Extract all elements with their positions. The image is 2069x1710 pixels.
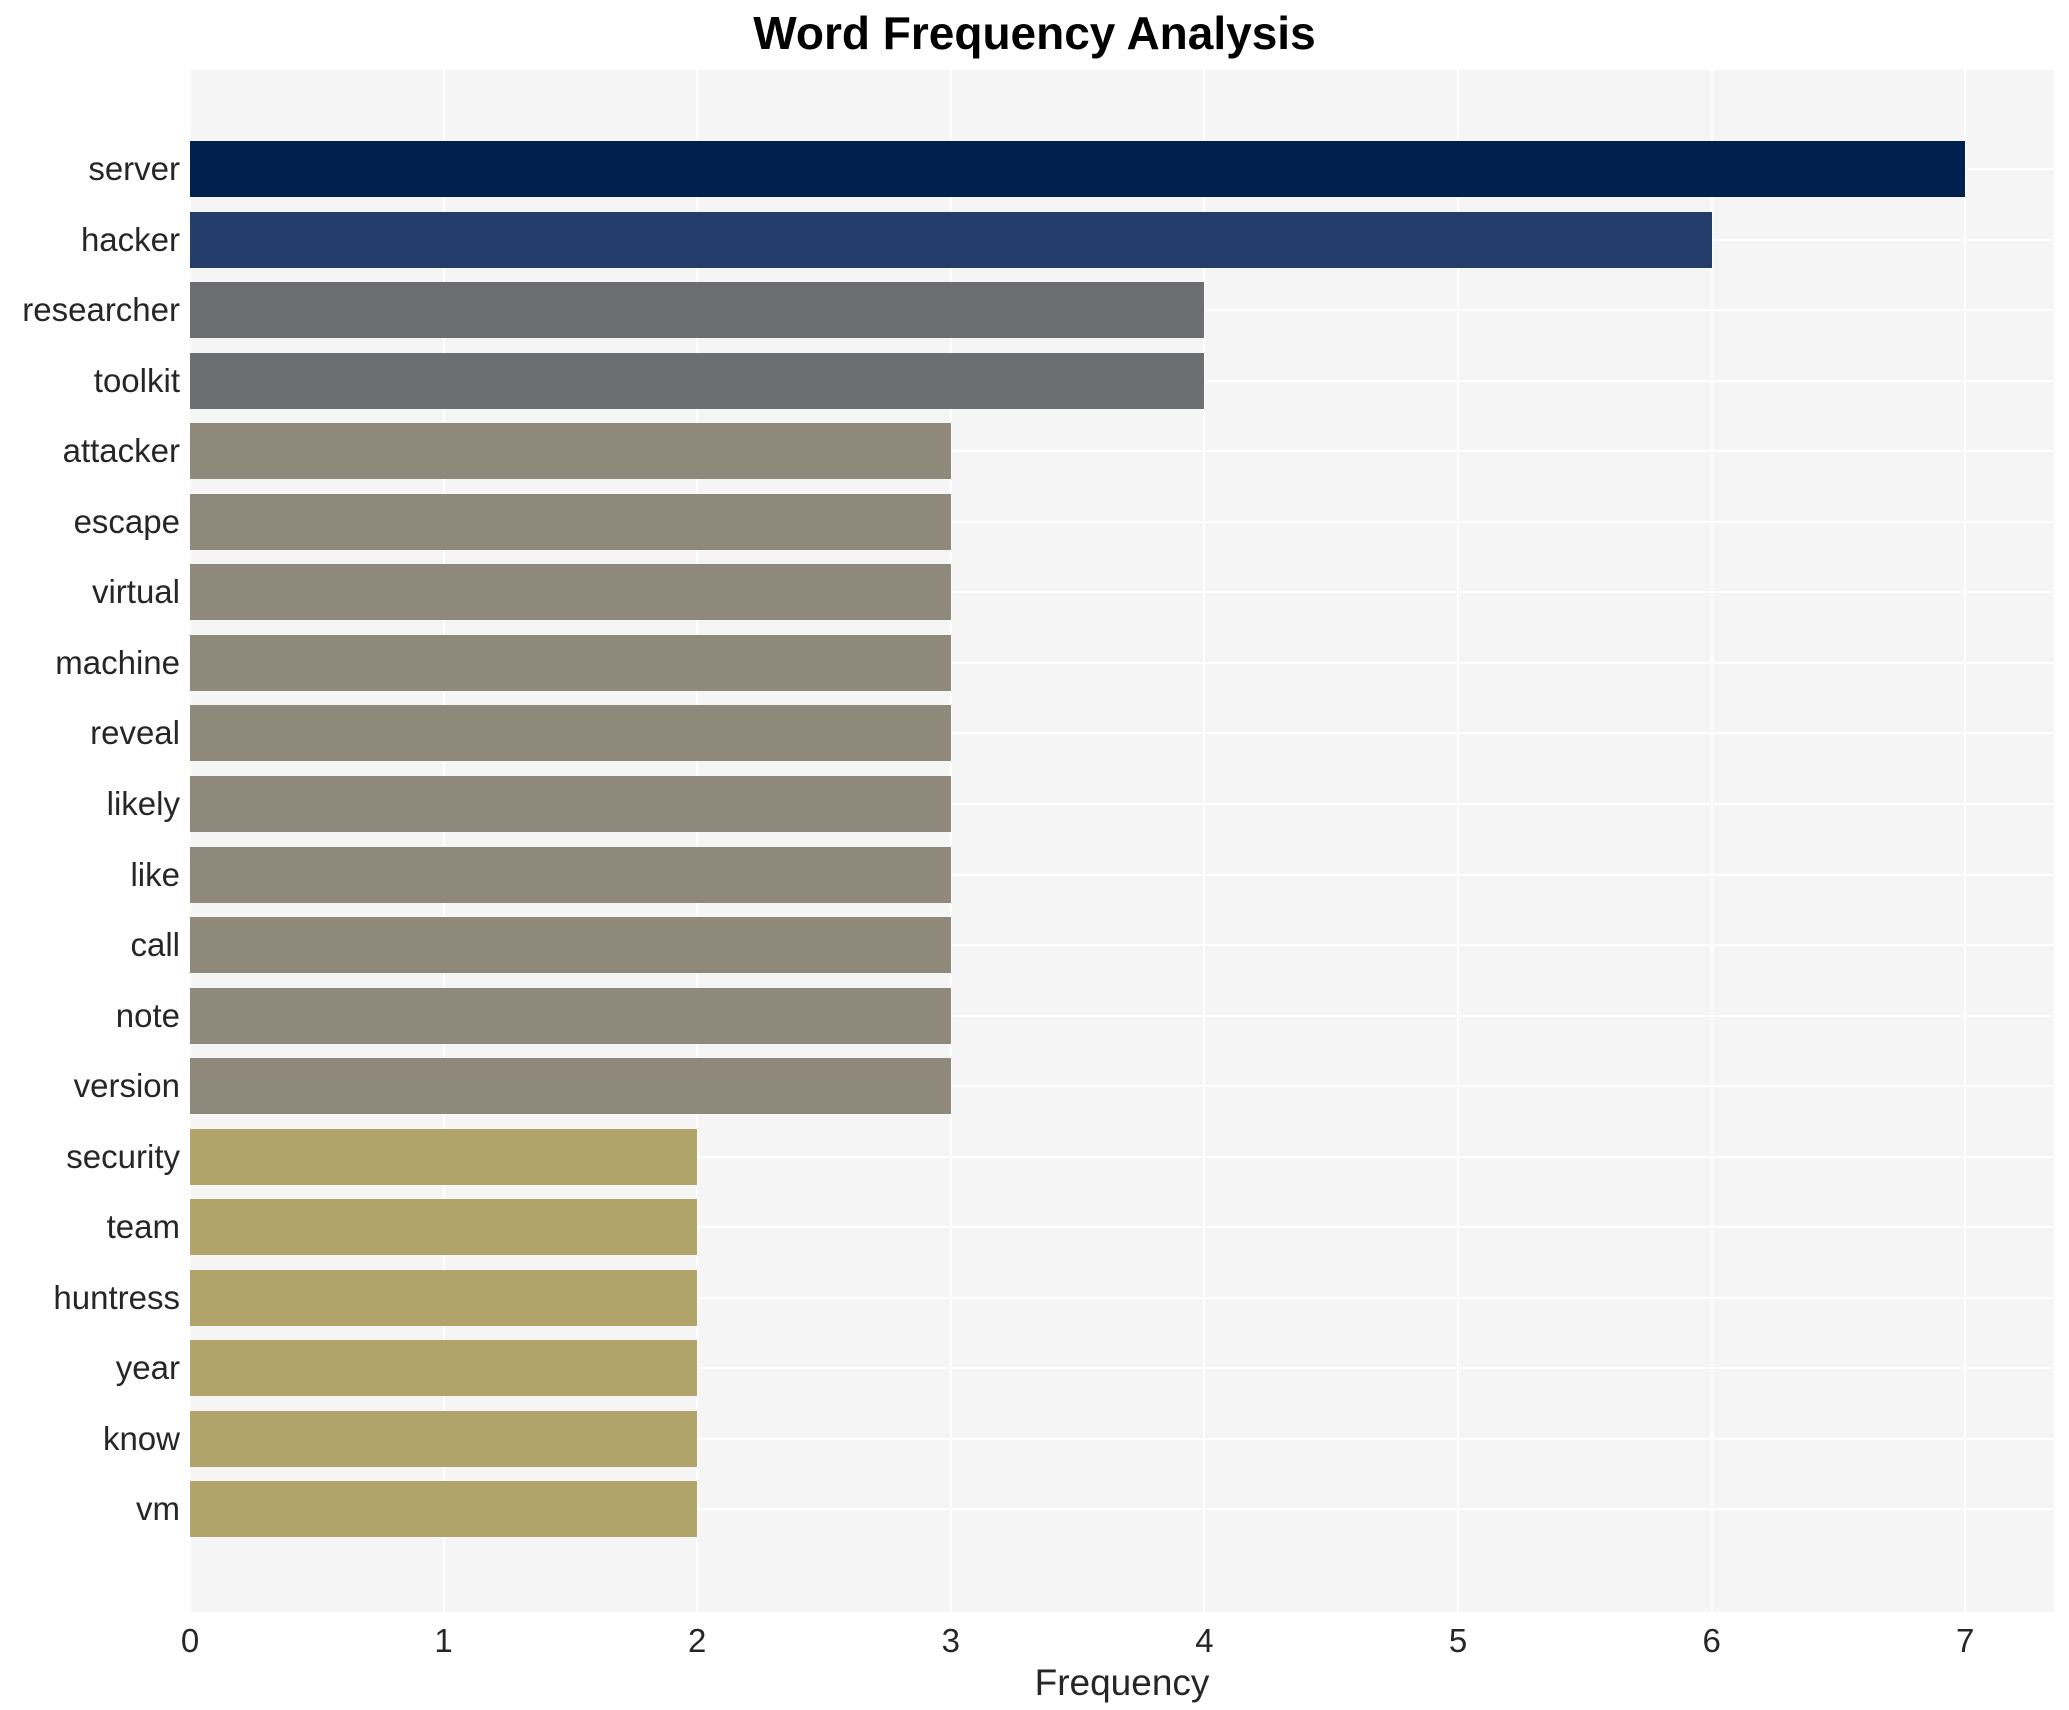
bar-security	[190, 1128, 698, 1185]
bar-reveal	[190, 705, 951, 762]
gridline-horizontal	[190, 944, 2054, 947]
y-tick-label: security	[66, 1137, 180, 1175]
y-tick-label: researcher	[22, 291, 180, 329]
bar-machine	[190, 634, 951, 691]
bar-vm	[190, 1481, 698, 1538]
bar-note	[190, 987, 951, 1044]
y-tick-label: team	[106, 1208, 180, 1246]
bar-team	[190, 1199, 698, 1256]
x-tick-label: 5	[1448, 1622, 1468, 1659]
x-axis-label: Frequency	[1034, 1662, 1210, 1703]
gridline-horizontal	[190, 1085, 2054, 1088]
gridline-vertical	[442, 70, 445, 1612]
bar-attacker	[190, 423, 951, 480]
gridline-horizontal	[190, 450, 2054, 453]
gridline-vertical	[949, 70, 952, 1612]
gridline-horizontal	[190, 1437, 2054, 1440]
bar-version	[190, 1058, 951, 1115]
bar-like	[190, 846, 951, 903]
gridline-vertical	[1457, 70, 1460, 1612]
x-tick-label: 3	[941, 1622, 960, 1659]
bar-escape	[190, 493, 951, 550]
y-tick-label: machine	[55, 643, 180, 681]
gridline-horizontal	[190, 802, 2054, 805]
x-tick-label: 1	[434, 1622, 453, 1659]
bar-virtual	[190, 564, 951, 621]
bar-likely	[190, 775, 951, 832]
y-tick-label: hacker	[80, 220, 180, 258]
gridline-horizontal	[190, 732, 2054, 735]
y-tick-label: year	[115, 1349, 180, 1387]
chart-title: Word Frequency Analysis	[753, 7, 1316, 59]
bar-call	[190, 917, 951, 974]
y-tick-label: know	[102, 1419, 180, 1457]
y-tick-label: like	[130, 855, 180, 893]
x-tick-label: 6	[1702, 1622, 1721, 1659]
y-tick-label: version	[73, 1067, 180, 1105]
y-tick-label: escape	[73, 502, 180, 540]
y-tick-label: reveal	[90, 714, 180, 752]
y-tick-label: call	[130, 926, 180, 964]
y-tick-label: attacker	[62, 432, 180, 470]
y-tick-label: huntress	[53, 1278, 180, 1316]
bar-hacker	[190, 211, 1712, 268]
gridline-horizontal	[190, 661, 2054, 664]
x-tick-label: 4	[1195, 1622, 1214, 1659]
x-tick-label: 7	[1956, 1622, 1975, 1659]
gridline-horizontal	[190, 1508, 2054, 1511]
gridline-vertical	[1710, 70, 1713, 1612]
gridline-horizontal	[190, 1014, 2054, 1017]
bar-toolkit	[190, 352, 1205, 409]
y-tick-label: note	[115, 996, 180, 1034]
gridline-horizontal	[190, 1296, 2054, 1299]
y-tick-label: server	[88, 150, 180, 187]
gridline-vertical	[1964, 70, 1967, 1612]
bar-year	[190, 1340, 698, 1397]
gridline-horizontal	[190, 520, 2054, 523]
gridline-horizontal	[190, 1226, 2054, 1229]
y-tick-label: toolkit	[93, 361, 180, 399]
gridline-vertical	[696, 70, 699, 1612]
plot-area	[189, 70, 2054, 1612]
y-tick-label: likely	[106, 784, 180, 822]
x-tick-label: 0	[180, 1622, 200, 1659]
gridline-vertical	[189, 70, 191, 1612]
bar-researcher	[190, 282, 1205, 339]
gridline-horizontal	[190, 591, 2054, 594]
gridline-horizontal	[190, 1155, 2054, 1158]
gridline-vertical	[1203, 70, 1206, 1612]
gridline-horizontal	[190, 1367, 2054, 1370]
bar-huntress	[190, 1269, 698, 1326]
y-tick-label: virtual	[91, 573, 180, 611]
y-tick-label: vm	[136, 1490, 180, 1528]
x-tick-label: 2	[688, 1622, 707, 1659]
bar-know	[190, 1410, 698, 1467]
gridline-horizontal	[190, 873, 2054, 876]
bar-server	[190, 141, 1966, 197]
